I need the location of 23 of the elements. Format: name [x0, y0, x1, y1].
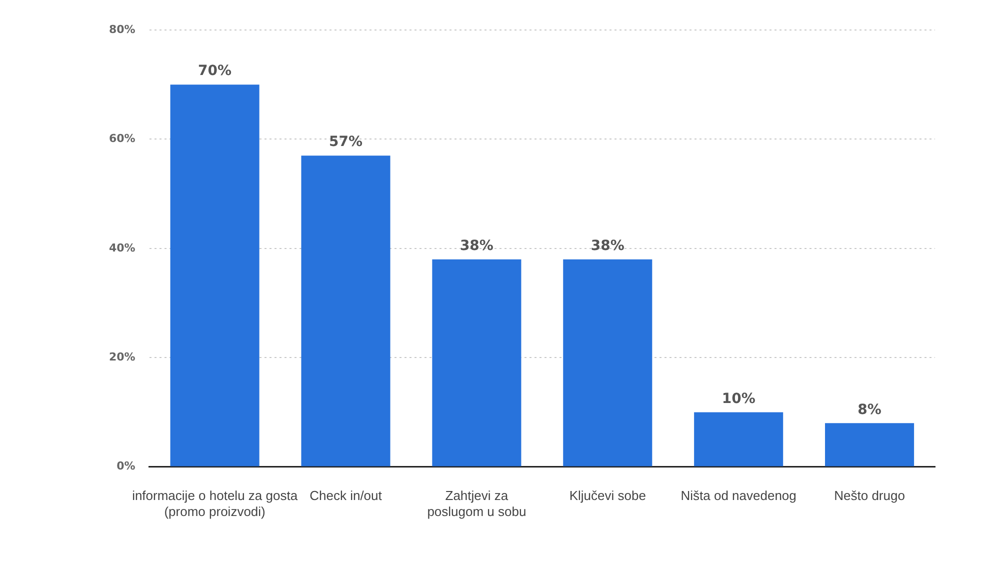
data-label: 38%	[590, 238, 624, 254]
y-tick-label: 20%	[108, 350, 136, 364]
bar	[694, 412, 784, 466]
bar	[301, 156, 390, 466]
x-tick-label: Zahtjevi za poslugom u sobu	[427, 488, 526, 519]
x-tick-label: Ključevi sobe	[569, 488, 646, 504]
bar	[170, 84, 260, 466]
y-tick-label: 0%	[116, 460, 136, 473]
bar	[563, 259, 652, 466]
bar	[432, 259, 522, 466]
y-tick-label: 60%	[108, 132, 136, 146]
data-label: 10%	[722, 390, 756, 407]
y-tick-label: 40%	[108, 241, 136, 254]
bar	[825, 423, 914, 466]
x-tick-label: Nešto drugo	[834, 488, 905, 504]
data-label: 8%	[858, 402, 882, 418]
x-tick-label: Ništa od navedenog	[680, 488, 796, 504]
data-label: 70%	[198, 63, 232, 80]
data-label: 57%	[328, 134, 363, 150]
y-tick-label: 80%	[108, 22, 136, 36]
data-label: 38%	[460, 238, 494, 254]
x-tick-label: Check in/out	[310, 488, 382, 504]
x-tick-label: informacije o hotelu za gosta (promo proizvodi)	[132, 488, 298, 519]
